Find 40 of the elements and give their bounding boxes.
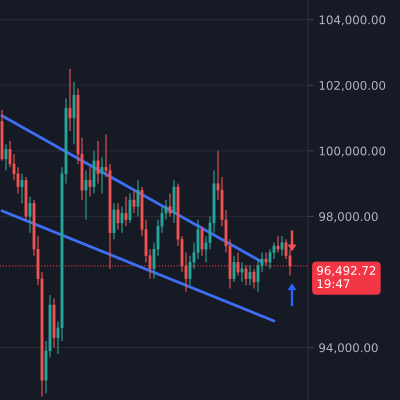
candlestick — [112, 202, 116, 240]
y-tick-label: 94,000.00 — [319, 343, 378, 354]
candlestick — [196, 219, 200, 260]
candlestick — [20, 173, 24, 204]
candlestick — [28, 196, 32, 234]
text: 19:47 — [318, 279, 350, 288]
candlestick — [244, 265, 248, 286]
candlestick — [252, 268, 256, 290]
candlestick — [256, 258, 260, 292]
y-tick-label: 104,000.00 — [320, 15, 386, 26]
y-tick-label: 100,000.00 — [320, 146, 386, 157]
candlestick — [120, 206, 124, 234]
candlestick — [280, 236, 284, 256]
candlestick — [276, 236, 280, 254]
candlestick — [268, 248, 272, 270]
y-tick-label: 102,000.00 — [320, 80, 386, 92]
candlestick — [264, 252, 268, 266]
y-tick-label: 98,000.00 — [319, 212, 378, 222]
candlestick — [232, 255, 236, 283]
ref-line-label: 96,492.72 — [317, 266, 376, 276]
candlestick — [272, 242, 276, 260]
candlestick — [72, 81, 76, 145]
candlestick — [240, 262, 244, 283]
candlestick — [128, 192, 132, 224]
candlestick — [248, 265, 252, 286]
candlestick — [136, 180, 140, 217]
candlestick — [88, 166, 92, 198]
candlestick — [124, 196, 128, 227]
candlestick — [236, 252, 240, 276]
candlestick — [96, 140, 100, 184]
candlestick — [200, 226, 204, 256]
candlestick — [100, 156, 104, 194]
candlestick — [188, 255, 192, 286]
candlestick — [16, 166, 20, 194]
candlestick — [68, 68, 72, 132]
candlestick — [4, 144, 8, 172]
candlestick — [116, 202, 120, 230]
candlestick — [168, 192, 172, 217]
candlestick — [84, 170, 88, 220]
candlestick — [132, 190, 136, 214]
